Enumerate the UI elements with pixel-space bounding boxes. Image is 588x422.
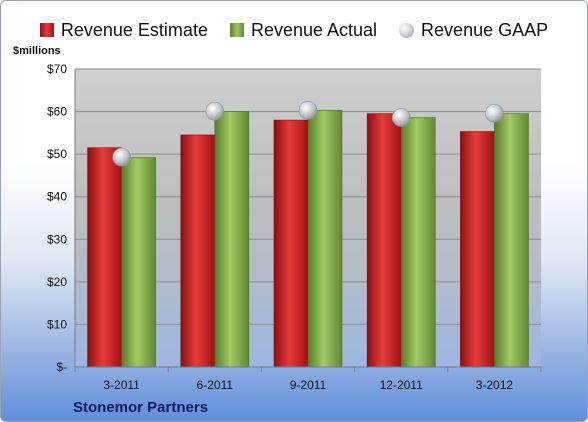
bar-revenue-actual: [400, 117, 436, 368]
legend-item-revenue-actual: Revenue Actual: [229, 19, 378, 41]
bar-revenue-estimate: [87, 147, 122, 368]
marker-revenue-gaap: [485, 103, 504, 123]
legend-swatch-revenue-actual: [229, 23, 244, 37]
y-tick-label: $70: [47, 62, 67, 76]
legend-item-revenue-gaap: Revenue GAAP: [399, 20, 548, 41]
legend-swatch-revenue-gaap: [399, 22, 415, 38]
legend-label-revenue-estimate: Revenue Estimate: [60, 19, 208, 40]
y-tick-label: $20: [47, 275, 67, 289]
bar-revenue-estimate: [460, 131, 495, 368]
marker-revenue-gaap: [205, 101, 225, 121]
legend-swatch-revenue-estimate: [39, 23, 54, 37]
y-tick-label: $40: [47, 190, 67, 204]
marker-revenue-gaap: [112, 147, 131, 167]
bar-revenue-actual: [214, 111, 250, 368]
legend: Revenue Estimate Revenue Actual Revenue …: [1, 15, 587, 45]
legend-item-revenue-estimate: Revenue Estimate: [39, 19, 208, 41]
bar-revenue-estimate: [366, 113, 402, 368]
y-tick-label: $-: [56, 360, 67, 374]
bar-revenue-actual: [307, 109, 343, 368]
marker-revenue-gaap: [298, 100, 318, 120]
y-axis-unit-label: $millions: [13, 45, 61, 57]
y-tick-label: $10: [47, 317, 67, 331]
y-tick-label: $60: [47, 105, 67, 119]
x-tick-label: 3-2011: [103, 378, 140, 392]
legend-label-revenue-actual: Revenue Actual: [250, 19, 378, 40]
bar-revenue-estimate: [180, 134, 216, 368]
bar-revenue-actual: [494, 113, 529, 368]
y-tick-label: $30: [47, 232, 67, 246]
bar-revenue-actual: [121, 157, 156, 368]
y-tick-label: $50: [47, 147, 67, 161]
marker-revenue-gaap: [391, 108, 411, 127]
company-name: Stonemor Partners: [73, 399, 209, 416]
x-tick-label: 6-2011: [197, 378, 234, 392]
legend-label-revenue-gaap: Revenue GAAP: [421, 19, 549, 40]
x-tick-label: 3-2012: [476, 378, 514, 392]
x-tick-label: 12-2011: [380, 378, 423, 392]
x-tick-label: 9-2011: [290, 378, 327, 392]
bar-revenue-estimate: [273, 119, 309, 368]
